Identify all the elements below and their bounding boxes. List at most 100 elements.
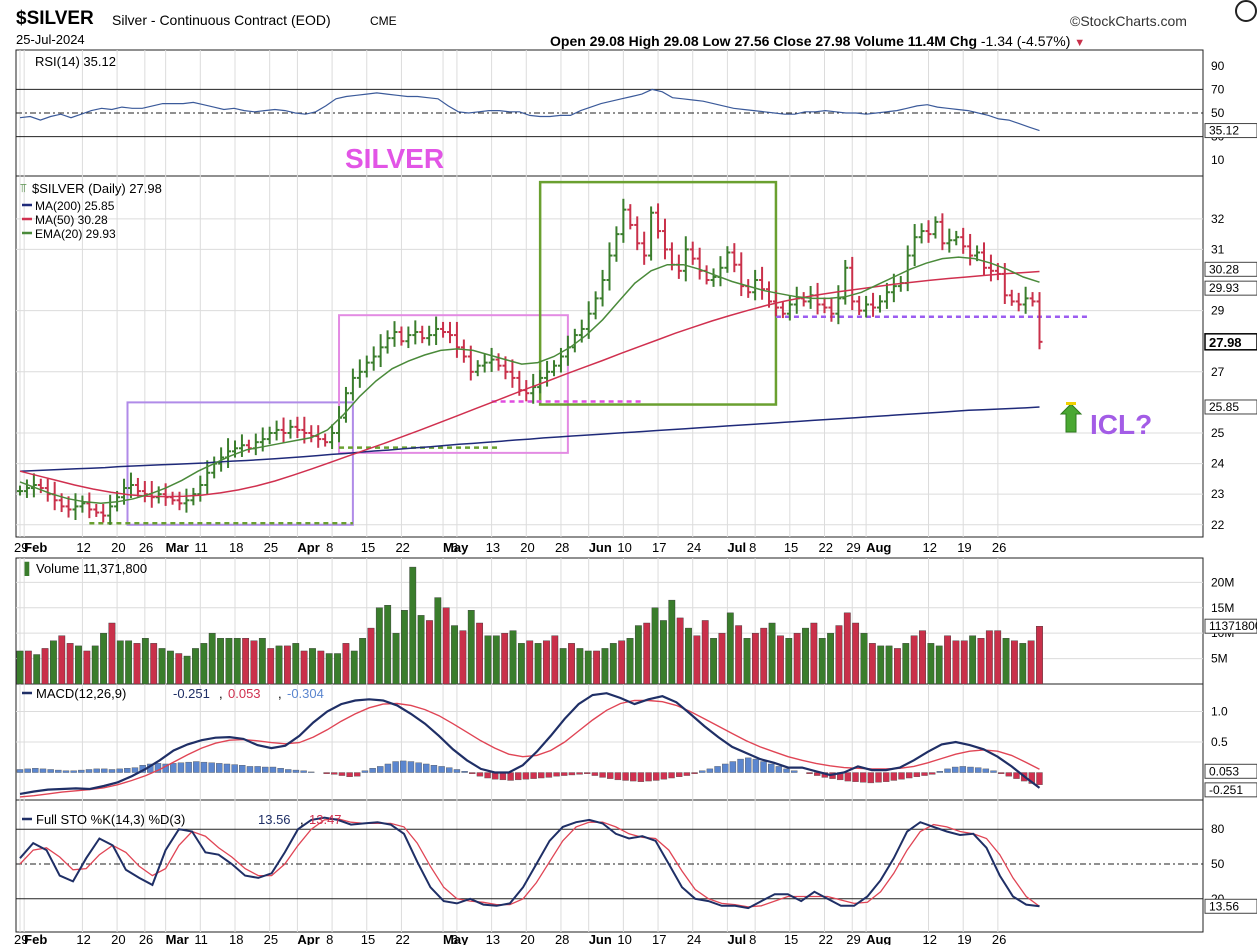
volume-title: Volume 11,371,800	[36, 561, 147, 576]
date-label: 25-Jul-2024	[16, 32, 85, 47]
macd-histogram-bar	[898, 772, 905, 780]
macd-histogram-bar	[997, 772, 1005, 774]
volume-bar	[501, 632, 509, 685]
volume-bar	[601, 648, 609, 685]
price-tick-label: 32	[1211, 212, 1225, 226]
macd-histogram-bar	[200, 761, 208, 773]
date-axis-label: 26	[139, 540, 153, 555]
macd-histogram-bar	[331, 772, 338, 775]
volume-bar	[860, 632, 868, 685]
volume-bar	[400, 610, 408, 685]
low-value: 27.56	[734, 33, 770, 49]
volume-bar	[484, 635, 492, 685]
volume-label: Volume	[854, 33, 904, 49]
macd-histogram-bar	[338, 772, 346, 776]
macd-histogram-bar	[982, 768, 990, 773]
macd-histogram-bar	[423, 763, 430, 773]
macd-histogram-bar	[1036, 772, 1043, 785]
volume-bar	[676, 617, 684, 685]
macd-histogram-bar	[116, 768, 123, 773]
macd-histogram-bar	[438, 766, 445, 773]
volume-bar	[609, 643, 617, 685]
volume-bar	[760, 627, 768, 685]
macd-histogram-bar	[936, 771, 944, 773]
macd-histogram-bar	[430, 765, 438, 773]
macd-value: -0.251	[173, 686, 210, 701]
volume-bar	[868, 643, 876, 685]
volume-bar	[83, 650, 91, 685]
macd-histogram-bar	[699, 770, 706, 773]
macd-histogram-bar	[377, 766, 384, 773]
date-axis-label-bottom: 18	[229, 932, 243, 945]
volume-bar	[568, 643, 575, 685]
volume-bar	[634, 625, 642, 685]
macd-histogram-bar	[553, 772, 560, 777]
close-last-box	[1204, 333, 1257, 351]
macd-histogram-bar	[522, 772, 530, 780]
close-last-value: 27.98	[1209, 335, 1242, 350]
date-axis-label: Mar	[166, 540, 189, 555]
volume-bar	[167, 650, 174, 685]
close-label: Close	[773, 33, 812, 49]
volume-bar	[710, 638, 717, 685]
date-axis-label: 19	[957, 540, 971, 555]
macd-histogram-bar	[453, 769, 461, 773]
date-axis-label: 22	[395, 540, 409, 555]
date-axis-label-bottom: May	[443, 932, 469, 945]
open-value: 29.08	[589, 33, 625, 49]
date-axis-label: Jun	[589, 540, 612, 555]
macd-histogram-bar	[568, 772, 576, 776]
volume-bar	[350, 650, 358, 685]
macd-histogram-bar	[1005, 772, 1013, 777]
settings-circle-icon[interactable]	[1235, 0, 1257, 22]
volume-bar	[334, 653, 341, 685]
brand-label[interactable]: ©StockCharts.com	[1070, 13, 1187, 29]
volume-bar	[768, 622, 776, 685]
volume-bar	[526, 640, 534, 685]
ema20-last-value: 29.93	[1209, 281, 1239, 295]
macd-histogram-bar	[262, 766, 269, 773]
volume-bar	[1027, 640, 1035, 685]
macd-histogram-bar	[905, 772, 913, 779]
macd-histogram-bar	[193, 761, 200, 773]
legend-label: MA(200) 25.85	[35, 199, 115, 213]
volume-bar	[509, 630, 517, 685]
macd-histogram-bar	[415, 762, 422, 773]
macd-histogram-bar	[285, 769, 292, 773]
sto-k-line	[19, 816, 1040, 910]
volume-bar	[41, 648, 49, 685]
volume-bar	[242, 638, 250, 685]
legend-label: MA(50) 30.28	[35, 213, 108, 227]
macd-histogram-bar	[216, 763, 223, 773]
volume-bar	[133, 643, 141, 685]
rsi-line	[19, 88, 1040, 132]
volume-bar	[777, 635, 784, 685]
volume-bar	[718, 632, 726, 685]
volume-bar	[885, 645, 893, 685]
macd-histogram-bar	[722, 763, 729, 773]
macd-histogram-bar	[101, 768, 108, 773]
volume-bar	[183, 655, 191, 685]
macd-histogram-bar	[645, 772, 652, 782]
volume-bar	[459, 630, 467, 685]
macd-histogram-bar	[93, 768, 100, 773]
sto-sep: ,	[300, 812, 304, 827]
date-axis-label: 29	[846, 540, 860, 555]
volume-bar	[593, 650, 600, 685]
volume-bar	[693, 635, 701, 685]
macd-histogram-bar	[729, 761, 737, 773]
price-tick-label: 23	[1211, 487, 1225, 501]
ma200-last-value-box	[1204, 399, 1257, 415]
macd-histogram-bar	[177, 762, 185, 773]
rsi-tick-label: 70	[1211, 82, 1225, 96]
macd-histogram-bar	[599, 772, 606, 778]
volume-bar	[751, 632, 759, 685]
volume-bar	[150, 643, 158, 685]
macd-histogram-bar	[254, 766, 261, 773]
volume-bar	[668, 599, 676, 685]
sto-k-value: 13.56	[258, 812, 291, 827]
volume-bar	[626, 638, 634, 685]
macd-histogram-bar	[660, 772, 668, 780]
volume-bar	[618, 640, 626, 685]
volume-bar	[359, 638, 367, 685]
